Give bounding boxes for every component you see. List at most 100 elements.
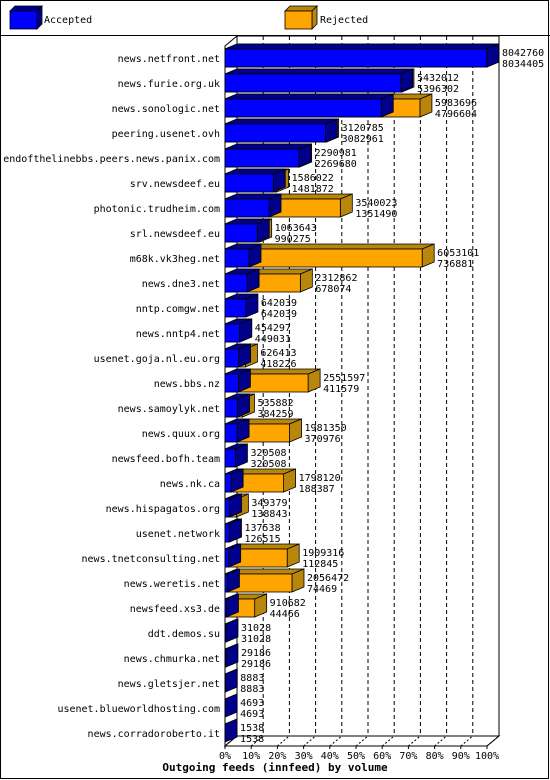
category-label: ddt.demos.su	[148, 629, 220, 640]
accepted-bar	[224, 648, 227, 668]
category-label: nntp.comgw.net	[136, 304, 220, 315]
legend-swatch-accepted	[9, 10, 38, 30]
value-label-accepted: 126515	[244, 534, 280, 545]
accepted-bar	[224, 398, 238, 418]
category-label: usenet.blueworldhosting.com	[57, 704, 220, 715]
accepted-bar-top	[224, 43, 499, 50]
value-label-total: 626413	[260, 348, 296, 359]
value-label-accepted: 138843	[251, 509, 287, 520]
value-label-total: 2290981	[315, 148, 357, 159]
accepted-bar-top	[224, 143, 312, 150]
tick-mark	[329, 735, 343, 747]
value-label-accepted: 2269680	[315, 159, 357, 170]
accepted-bar	[224, 298, 247, 318]
category-label: photonic.trudheim.com	[94, 204, 220, 215]
category-label: usenet.goja.nl.eu.org	[94, 354, 220, 365]
category-label: newsfeed.xs3.de	[130, 604, 220, 615]
category-label: news.nk.ca	[160, 479, 220, 490]
category-label: peering.usenet.ovh	[112, 129, 220, 140]
value-label-accepted: 8034405	[502, 59, 544, 70]
value-label-accepted: 44466	[270, 609, 300, 620]
category-label: news.tnetconsulting.net	[82, 554, 220, 565]
category-label: usenet.network	[136, 529, 220, 540]
x-tick-label: 90%	[452, 751, 470, 762]
x-tick-label: 30%	[295, 751, 313, 762]
accepted-bar	[224, 448, 236, 468]
x-tick-label: 60%	[373, 751, 391, 762]
category-label: news.bbs.nz	[154, 379, 220, 390]
value-label-accepted: 320508	[250, 459, 286, 470]
accepted-bar	[224, 573, 228, 593]
accepted-bar	[224, 623, 227, 643]
category-label: srv.newsdeef.eu	[130, 179, 220, 190]
category-label: news.sonologic.net	[112, 104, 220, 115]
x-tick-label: 100%	[475, 751, 499, 762]
accepted-bar	[224, 73, 402, 93]
x-tick-label: 50%	[347, 751, 365, 762]
value-label-accepted: 678074	[315, 284, 351, 295]
value-label-total: 5432012	[417, 73, 459, 84]
category-label: news.netfront.net	[118, 54, 220, 65]
value-label-total: 1063643	[275, 223, 317, 234]
category-label: news.furie.org.uk	[118, 79, 220, 90]
value-label-total: 3540023	[355, 198, 397, 209]
accepted-bar	[224, 273, 248, 293]
x-axis-title: Outgoing feeds (innfeed) by volume	[162, 761, 388, 774]
value-label-total: 1981350	[305, 423, 347, 434]
value-label-accepted: 31028	[241, 634, 271, 645]
accepted-bar	[224, 423, 238, 443]
legend-swatch-rejected	[284, 10, 313, 30]
tick-mark	[460, 735, 474, 747]
tick-mark	[355, 735, 369, 747]
value-label-total: 2056472	[307, 573, 349, 584]
category-label: news.weretis.net	[124, 579, 220, 590]
value-label-total: 1586022	[292, 173, 334, 184]
category-label: news.samoylyk.net	[118, 404, 220, 415]
category-label: news.quux.org	[142, 429, 220, 440]
value-label-accepted: 411579	[323, 384, 359, 395]
value-label-accepted: 384259	[257, 409, 293, 420]
value-label-total: 535882	[257, 398, 293, 409]
plot-floor	[223, 735, 501, 747]
value-label-accepted: 5396302	[417, 84, 459, 95]
value-label-accepted: 29186	[241, 659, 271, 670]
accepted-bar	[224, 348, 240, 368]
accepted-bar-top	[224, 68, 413, 75]
value-label-total: 6053101	[437, 248, 479, 259]
category-label: news.dne3.net	[142, 279, 220, 290]
tick-mark	[277, 735, 290, 747]
category-label: srl.newsdeef.eu	[130, 229, 220, 240]
accepted-bar	[224, 198, 270, 218]
value-label-accepted: 736881	[437, 259, 473, 270]
tick-mark	[303, 735, 316, 747]
value-label-total: 137538	[244, 523, 280, 534]
accepted-bar	[224, 473, 232, 493]
value-label-total: 8883	[240, 673, 264, 684]
value-label-total: 1798120	[299, 473, 341, 484]
legend-item-rejected: Rejected	[284, 5, 368, 30]
value-label-accepted: 188387	[299, 484, 335, 495]
category-label: newsfeed.bofh.team	[112, 454, 220, 465]
tick-mark	[408, 735, 421, 747]
value-label-accepted: 642039	[261, 309, 297, 320]
value-label-total: 4693	[240, 698, 264, 709]
value-label-accepted: 74469	[307, 584, 337, 595]
x-tick-label: 0%	[219, 751, 231, 762]
x-tick-label: 40%	[321, 751, 339, 762]
value-label-accepted: 112845	[302, 559, 338, 570]
accepted-bar	[224, 548, 230, 568]
accepted-bar	[224, 523, 230, 543]
accepted-bar	[224, 498, 230, 518]
value-label-accepted: 449031	[255, 334, 291, 345]
value-label-accepted: 4796604	[435, 109, 477, 120]
value-label-total: 1538	[240, 723, 264, 734]
value-label-accepted: 1538	[240, 734, 264, 745]
value-label-total: 2551597	[323, 373, 365, 384]
value-label-total: 31028	[241, 623, 271, 634]
legend-label-rejected: Rejected	[320, 15, 368, 26]
accepted-bar	[224, 248, 250, 268]
accepted-bar	[224, 148, 300, 168]
accepted-bar-top	[224, 118, 338, 125]
legend: Accepted Rejected	[9, 5, 368, 30]
x-tick-label: 80%	[426, 751, 444, 762]
